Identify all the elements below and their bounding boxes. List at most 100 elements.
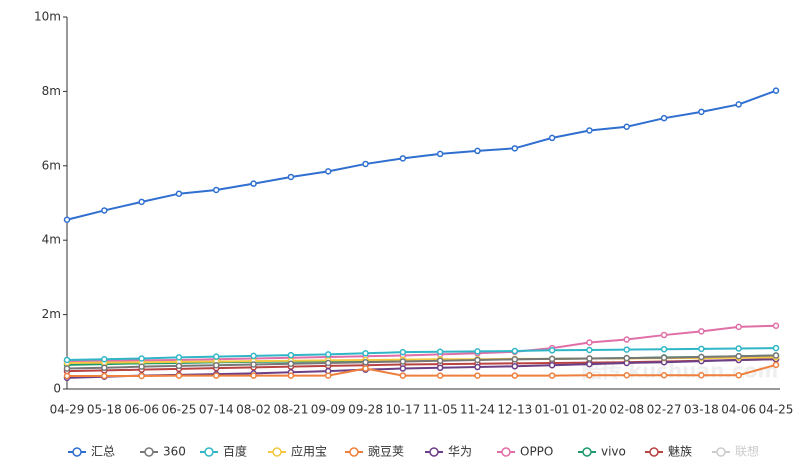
point bbox=[324, 372, 332, 379]
point bbox=[436, 372, 444, 379]
point bbox=[63, 356, 71, 364]
x-tick-label: 04-29 bbox=[50, 403, 85, 417]
point bbox=[175, 372, 183, 379]
point bbox=[735, 353, 742, 360]
point bbox=[101, 355, 108, 363]
y-tick-label: 10m bbox=[34, 10, 61, 24]
point bbox=[660, 114, 668, 122]
legend-marker bbox=[582, 447, 592, 457]
x-tick-label: 01-20 bbox=[572, 403, 607, 417]
point bbox=[511, 372, 519, 379]
point bbox=[548, 134, 556, 142]
point bbox=[586, 360, 593, 368]
x-tick-label: 03-18 bbox=[684, 403, 719, 417]
point bbox=[362, 358, 369, 366]
point bbox=[250, 361, 257, 368]
x-tick-label: 11-24 bbox=[460, 403, 495, 417]
point bbox=[138, 355, 145, 362]
legend-label[interactable]: 华为 bbox=[448, 445, 472, 459]
point bbox=[213, 186, 220, 194]
point bbox=[138, 198, 145, 206]
point bbox=[399, 348, 407, 356]
point bbox=[362, 160, 369, 168]
point bbox=[436, 364, 444, 372]
y-tick-label: 0 bbox=[53, 382, 61, 396]
x-tick-label: 11-05 bbox=[423, 403, 458, 417]
point bbox=[175, 354, 183, 361]
point bbox=[213, 372, 220, 379]
series-line bbox=[66, 354, 777, 370]
legend-marker bbox=[272, 447, 282, 457]
legend-label[interactable]: 联想 bbox=[735, 444, 759, 459]
point bbox=[362, 350, 369, 357]
point bbox=[586, 127, 593, 134]
x-tick-label: 07-14 bbox=[199, 403, 234, 417]
legend-label[interactable]: 应用宝 bbox=[291, 444, 327, 459]
point bbox=[250, 352, 257, 360]
point bbox=[175, 190, 183, 197]
point bbox=[138, 363, 145, 370]
point bbox=[511, 145, 519, 152]
y-tick-label: 6m bbox=[42, 158, 61, 172]
point bbox=[735, 101, 742, 108]
point bbox=[586, 346, 593, 354]
legend-label[interactable]: 汇总 bbox=[91, 445, 115, 459]
legend-marker bbox=[501, 447, 511, 457]
point bbox=[399, 155, 407, 162]
point bbox=[735, 323, 742, 331]
point bbox=[548, 347, 556, 354]
legend-marker bbox=[649, 447, 659, 457]
point bbox=[101, 207, 108, 214]
legend-label[interactable]: 百度 bbox=[223, 444, 247, 459]
legend-label[interactable]: OPPO bbox=[520, 445, 553, 459]
point bbox=[474, 356, 481, 364]
legend-marker bbox=[349, 447, 359, 457]
point bbox=[474, 348, 481, 355]
point bbox=[101, 364, 108, 372]
point bbox=[623, 346, 630, 353]
point bbox=[586, 339, 593, 346]
x-tick-label: 09-09 bbox=[311, 403, 346, 417]
legend-marker bbox=[429, 447, 439, 457]
point bbox=[623, 336, 630, 343]
point bbox=[511, 355, 519, 363]
point bbox=[772, 361, 780, 369]
point bbox=[250, 180, 257, 187]
point bbox=[63, 216, 71, 223]
point bbox=[287, 351, 295, 359]
legend-marker bbox=[72, 447, 82, 457]
series-line bbox=[66, 89, 777, 221]
point bbox=[772, 352, 780, 359]
point bbox=[213, 361, 220, 369]
point bbox=[399, 365, 407, 372]
point bbox=[660, 354, 668, 362]
legend-label[interactable]: 360 bbox=[163, 445, 186, 459]
point bbox=[399, 372, 407, 379]
x-tick-label: 01-01 bbox=[535, 403, 570, 417]
point bbox=[474, 147, 481, 155]
point bbox=[324, 168, 332, 175]
point bbox=[586, 371, 593, 379]
series-line bbox=[67, 363, 777, 377]
legend-label[interactable]: vivo bbox=[601, 445, 626, 459]
point bbox=[250, 372, 257, 379]
point bbox=[474, 363, 481, 371]
point bbox=[63, 365, 71, 372]
point bbox=[399, 358, 407, 365]
point bbox=[698, 353, 705, 361]
point bbox=[623, 371, 630, 379]
x-tick-label: 04-25 bbox=[759, 403, 794, 417]
point bbox=[324, 359, 332, 367]
point bbox=[772, 87, 780, 94]
point bbox=[287, 372, 295, 379]
legend-label[interactable]: 豌豆荚 bbox=[368, 444, 404, 459]
x-tick-label: 08-21 bbox=[273, 403, 308, 417]
point bbox=[548, 361, 556, 369]
legend-label[interactable]: 魅族 bbox=[668, 444, 692, 459]
series-line bbox=[66, 347, 777, 361]
point bbox=[698, 108, 705, 116]
point bbox=[548, 372, 556, 379]
y-tick-label: 8m bbox=[42, 84, 61, 98]
point bbox=[623, 123, 630, 130]
